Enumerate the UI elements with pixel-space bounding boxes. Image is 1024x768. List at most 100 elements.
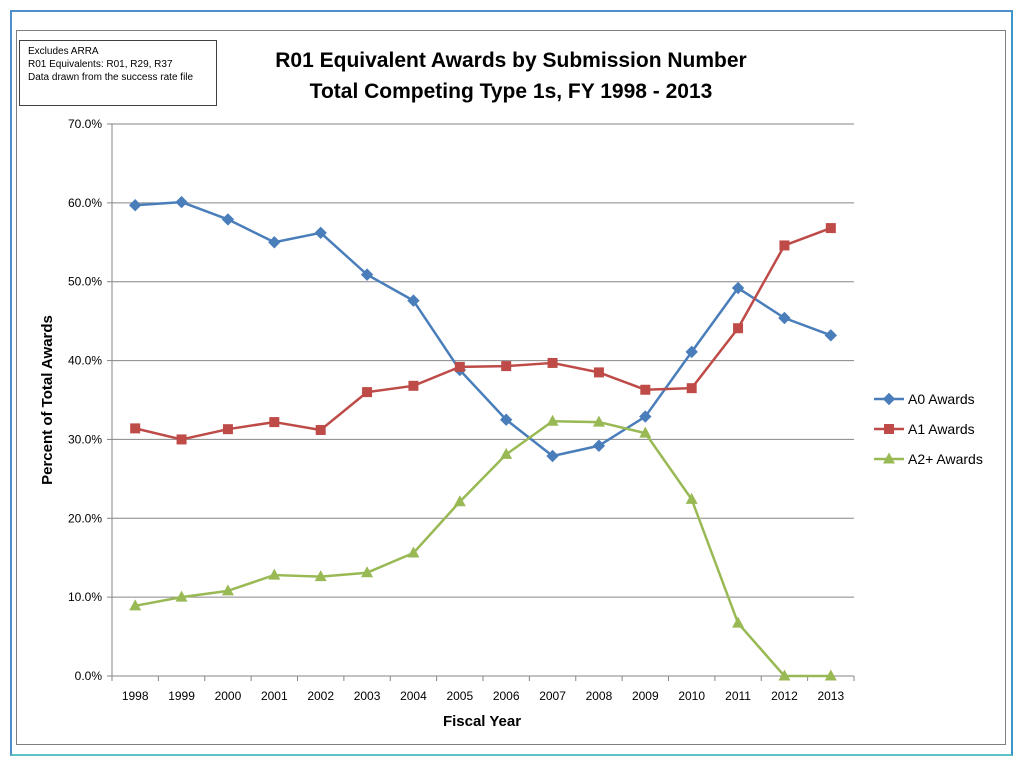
- data-point: [454, 361, 465, 372]
- data-point: [221, 213, 235, 226]
- x-tick-label: 2011: [725, 689, 751, 703]
- note-line: Data drawn from the success rate file: [28, 72, 194, 83]
- y-tick-label: 40.0%: [68, 354, 102, 368]
- data-point: [547, 357, 558, 368]
- data-point: [686, 383, 697, 394]
- data-point: [221, 584, 234, 596]
- axes: [111, 124, 855, 681]
- data-point: [639, 410, 652, 423]
- x-tick-label: 1998: [122, 689, 149, 703]
- x-tick-label: 2013: [817, 689, 844, 703]
- x-tick-label: 2008: [586, 689, 613, 703]
- x-tick-label: 2003: [354, 689, 381, 703]
- series: [130, 223, 836, 445]
- data-point: [360, 268, 374, 281]
- legend-label: A2+ Awards: [908, 451, 983, 467]
- data-point: [128, 199, 142, 212]
- data-point: [685, 492, 698, 504]
- data-point: [176, 434, 187, 445]
- y-tick-label: 20.0%: [68, 511, 102, 525]
- data-point: [175, 195, 188, 209]
- data-point: [130, 423, 141, 434]
- data-point: [592, 415, 605, 427]
- data-point: [731, 281, 745, 295]
- data-point: [269, 417, 280, 428]
- series-group: [128, 195, 838, 681]
- x-tick-label: 2010: [678, 689, 705, 703]
- data-point: [779, 240, 790, 251]
- data-point: [778, 311, 791, 325]
- data-point: [314, 570, 327, 582]
- x-tick-label: 2009: [632, 689, 659, 703]
- x-tick-label: 2012: [771, 689, 798, 703]
- legend-item: A1 Awards: [874, 421, 975, 437]
- data-point: [546, 414, 559, 426]
- series: [129, 414, 837, 681]
- x-tick-label: 2002: [307, 689, 334, 703]
- y-tick-label: 0.0%: [75, 669, 103, 683]
- series-line: [135, 200, 832, 458]
- y-tick-label: 10.0%: [68, 590, 102, 604]
- data-point: [882, 392, 896, 406]
- data-point: [407, 294, 420, 307]
- legend-label: A1 Awards: [908, 421, 975, 437]
- legend-label: A0 Awards: [908, 391, 975, 407]
- slide-frame: [10, 10, 1013, 756]
- data-point: [175, 590, 188, 602]
- data-point: [884, 424, 894, 434]
- note-line: R01 Equivalents: R01, R29, R37: [28, 59, 173, 70]
- y-tick-labels: 0.0% 10.0% 20.0% 30.0% 40.0% 50.0% 60.0% 70.0%: [68, 117, 102, 683]
- data-point: [825, 223, 836, 234]
- data-point: [546, 449, 559, 463]
- data-point: [593, 367, 604, 378]
- note-line: Excludes ARRA: [28, 46, 99, 57]
- data-point: [500, 447, 513, 459]
- data-point: [685, 345, 698, 359]
- data-point: [640, 384, 651, 395]
- data-point: [315, 424, 326, 435]
- gridlines: [107, 123, 854, 677]
- data-point: [222, 424, 233, 435]
- chart-title-line-2: Total Competing Type 1s, FY 1998 - 2013: [310, 80, 713, 103]
- data-point: [824, 329, 838, 342]
- y-tick-label: 30.0%: [68, 432, 102, 446]
- x-axis-title: Fiscal Year: [443, 713, 521, 730]
- legend-item: A2+ Awards: [874, 451, 983, 467]
- data-point: [361, 566, 374, 578]
- series: [128, 195, 838, 463]
- data-point: [778, 669, 791, 681]
- data-point: [592, 439, 606, 452]
- x-tick-label: 2004: [400, 689, 427, 703]
- data-point: [314, 226, 327, 240]
- x-tick-label: 2005: [446, 689, 473, 703]
- x-tick-label: 2000: [215, 689, 242, 703]
- data-point: [501, 361, 512, 372]
- legend-item: A0 Awards: [874, 391, 975, 407]
- y-tick-label: 50.0%: [68, 275, 102, 289]
- data-point: [732, 616, 745, 628]
- notes-box: Excludes ARRA R01 Equivalents: R01, R29,…: [19, 40, 217, 106]
- data-point: [407, 546, 420, 558]
- data-point: [129, 599, 142, 611]
- data-point: [824, 669, 837, 681]
- y-tick-label: 60.0%: [68, 196, 102, 210]
- data-point: [408, 380, 419, 391]
- data-point: [268, 568, 281, 580]
- chart-area-border: [16, 30, 1006, 745]
- y-axis-title: Percent of Total Awards: [39, 315, 56, 485]
- x-tick-labels: 1998 1999 2000 2001 2002 2003 2004 2005 2006 2007…: [122, 689, 845, 703]
- x-tick-label: 2001: [261, 689, 288, 703]
- data-point: [733, 323, 744, 334]
- data-point: [268, 236, 281, 249]
- series-line: [134, 420, 831, 678]
- x-tick-label: 2007: [539, 689, 566, 703]
- data-point: [453, 495, 466, 507]
- x-tick-label: 1999: [168, 689, 195, 703]
- series-line: [134, 226, 832, 441]
- data-point: [639, 426, 652, 438]
- legend: A0 Awards A1 Awards A2+ Awards: [874, 391, 983, 467]
- data-point: [362, 387, 373, 398]
- y-tick-label: 70.0%: [68, 117, 102, 131]
- chart-title-line-1: R01 Equivalent Awards by Submission Numb…: [275, 49, 746, 72]
